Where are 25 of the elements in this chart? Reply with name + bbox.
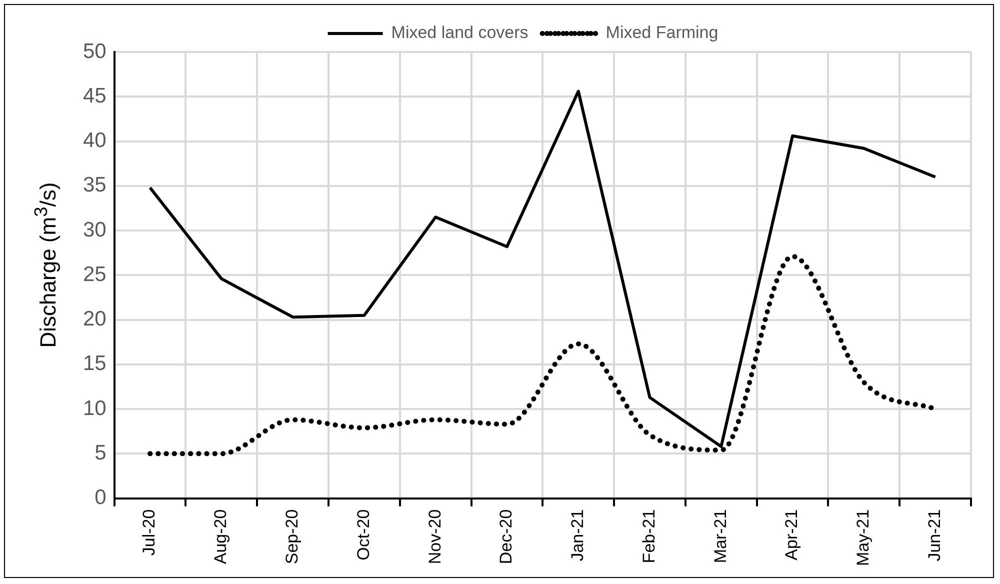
y-tick-label: 25 [83, 262, 106, 286]
y-tick-label: 50 [83, 40, 106, 63]
x-tick-label: Jun-21 [924, 509, 944, 562]
x-tick-label: Dec-20 [496, 509, 516, 564]
x-tick-label: Aug-20 [211, 509, 230, 564]
x-tick-label: Jul-20 [140, 509, 159, 556]
x-tick-label: Sep-20 [282, 509, 302, 564]
y-tick-label: 30 [83, 218, 106, 242]
legend-label: Mixed land covers [391, 23, 528, 42]
y-tick-label: 35 [83, 174, 106, 197]
y-tick-label: 0 [94, 486, 106, 510]
y-tick-label: 5 [94, 441, 106, 464]
x-tick-label: Apr-21 [782, 509, 802, 560]
x-tick-label: Mar-21 [710, 509, 730, 564]
x-tick-label: Oct-20 [354, 509, 373, 560]
y-tick-label: 40 [83, 129, 106, 152]
x-tick-label: Nov-20 [425, 509, 444, 564]
y-tick-label: 20 [83, 308, 106, 331]
y-tick-label: 45 [83, 84, 106, 108]
y-tick-label: 10 [83, 396, 106, 420]
x-tick-label: May-21 [854, 509, 873, 566]
y-tick-label: 15 [83, 352, 106, 376]
x-tick-label: Feb-21 [639, 509, 658, 564]
legend-label: Mixed Farming [606, 23, 718, 42]
x-tick-label: Jan-21 [568, 509, 588, 562]
